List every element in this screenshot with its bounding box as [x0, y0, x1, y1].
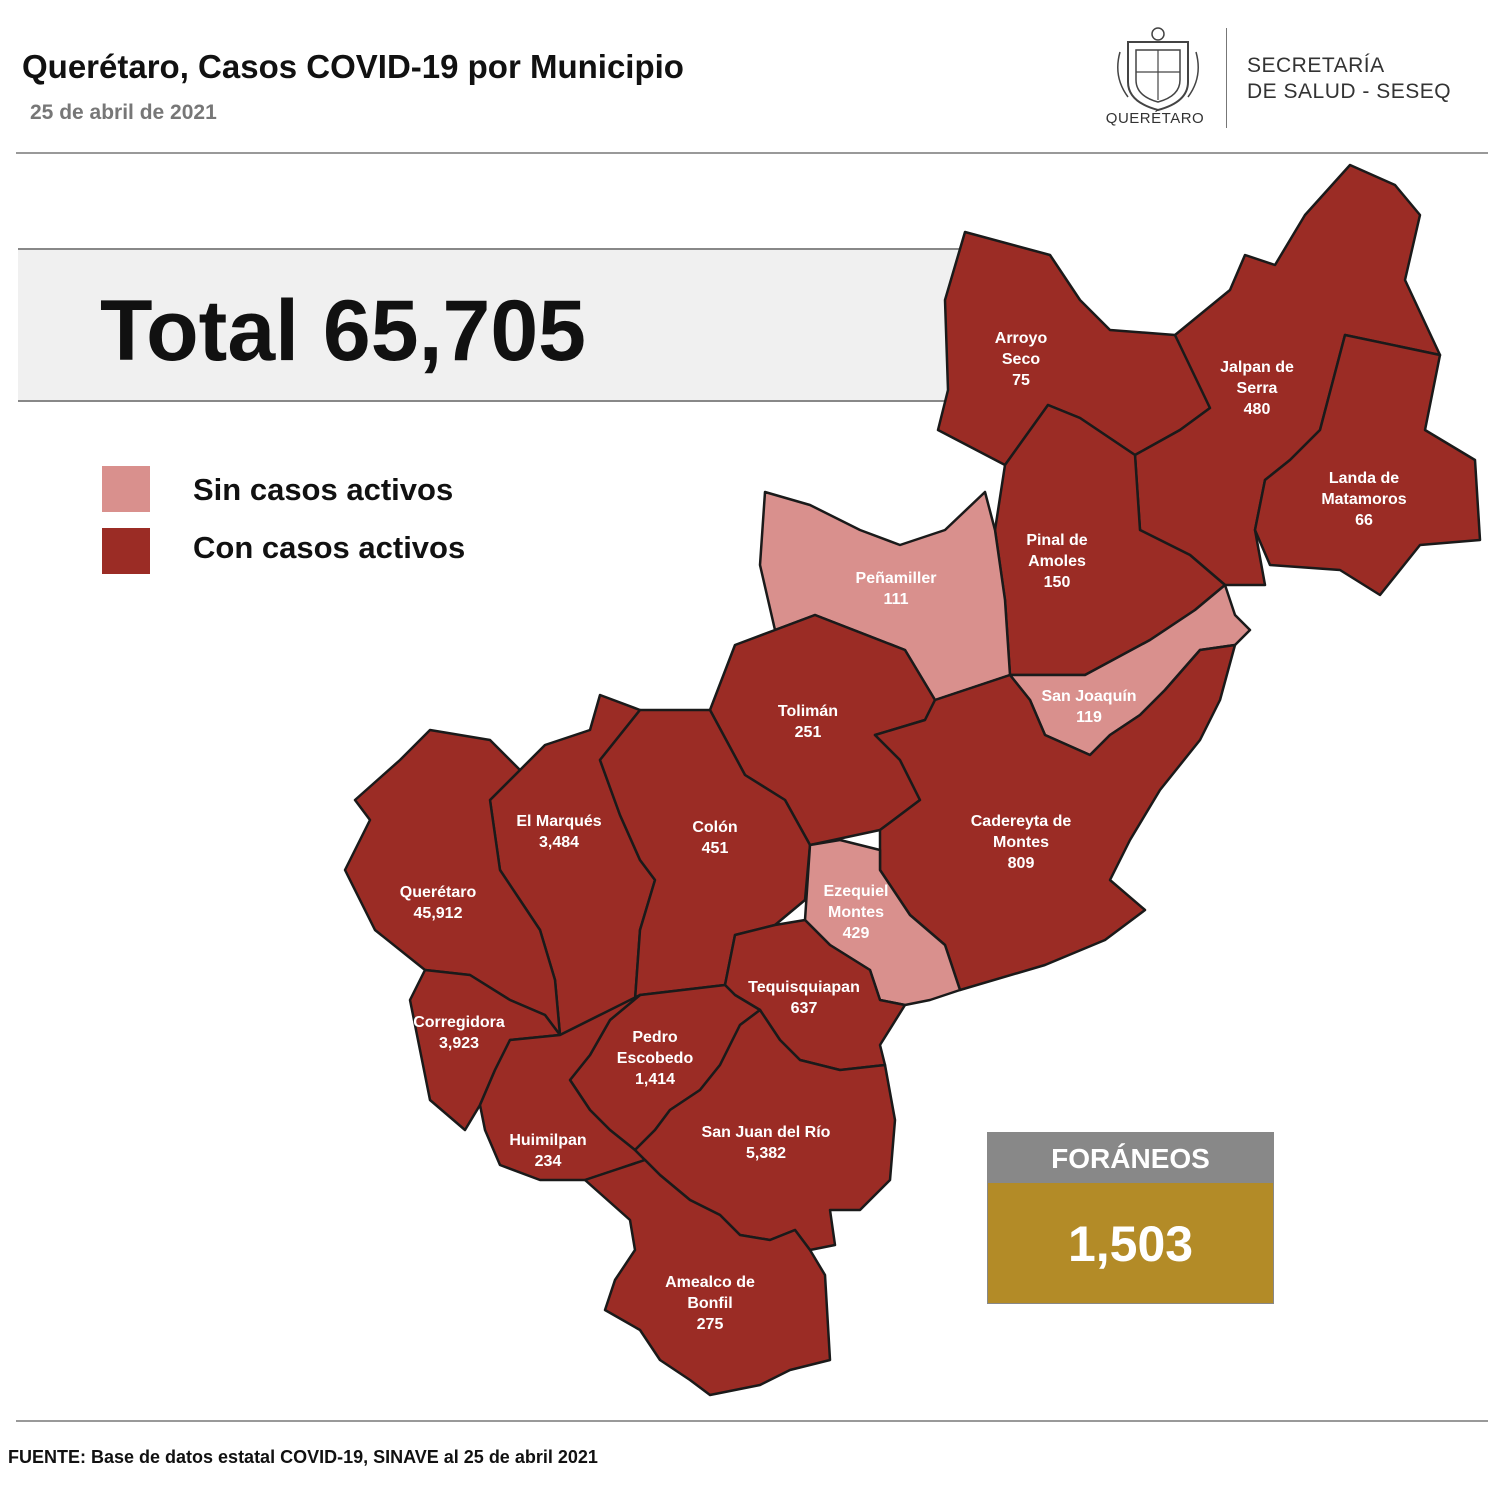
region-cadereyta-de-montes[interactable]	[873, 643, 1237, 992]
region-cases: 111	[884, 591, 909, 608]
region-label: Tolimán 251	[778, 703, 838, 741]
region-label: Pedro Escobedo 1,414	[617, 1029, 694, 1088]
region-name: Matamoros	[1321, 491, 1406, 508]
legend-swatch-inactive	[102, 466, 150, 512]
region-label: Cadereyta de Montes 809	[971, 813, 1072, 872]
region-name: Querétaro	[400, 884, 477, 901]
region-label: Corregidora 3,923	[413, 1014, 505, 1052]
region-name: Pedro	[632, 1029, 678, 1046]
region-cases: 1,414	[635, 1071, 675, 1088]
agency-line-2: DE SALUD - SESEQ	[1247, 80, 1452, 103]
source-note: FUENTE: Base de datos estatal COVID-19, …	[8, 1447, 598, 1467]
state-coat-of-arms-icon	[1117, 27, 1199, 112]
region-label: Jalpan de Serra 480	[1220, 359, 1294, 418]
total-band	[18, 248, 1018, 402]
footer-rule	[16, 1420, 1488, 1422]
region-cases: 429	[843, 925, 870, 942]
region-cases: 251	[795, 724, 822, 741]
region-label: Amealco de Bonfil 275	[665, 1274, 755, 1333]
agency-line-1: SECRETARÍA	[1247, 54, 1385, 77]
region-cases: 3,484	[539, 834, 579, 851]
region-label: Peñamiller 111	[856, 570, 937, 608]
region-label: San Joaquín 119	[1041, 688, 1136, 726]
region-label: San Juan del Río 5,382	[702, 1124, 831, 1162]
header-rule	[16, 152, 1488, 154]
legend-swatch-active	[102, 528, 150, 574]
logo-caption: QUERÉTARO	[1105, 110, 1205, 127]
region-name: Pinal de	[1026, 532, 1087, 549]
region-cases: 3,923	[439, 1035, 479, 1052]
region-name: Montes	[828, 904, 884, 921]
region-name: Montes	[993, 834, 1049, 851]
region-name: Arroyo	[995, 330, 1048, 347]
region-label: Arroyo Seco 75	[995, 330, 1048, 389]
foraneos-value: 1,503	[988, 1183, 1273, 1303]
region-name: Corregidora	[413, 1014, 505, 1031]
region-name: San Juan del Río	[702, 1124, 831, 1141]
legend-label-active: Con casos activos	[193, 530, 466, 565]
region-label: Huimilpan 234	[509, 1132, 586, 1170]
region-name: Landa de	[1329, 470, 1399, 487]
region-cases: 150	[1044, 574, 1071, 591]
legend-label-inactive: Sin casos activos	[193, 472, 454, 507]
region-name: San Joaquín	[1041, 688, 1136, 705]
region-landa-de-matamoros[interactable]	[1253, 333, 1482, 597]
region-cases: 5,382	[746, 1145, 786, 1162]
region-cases: 809	[1008, 855, 1035, 872]
region-name: Serra	[1237, 380, 1278, 397]
region-name: Jalpan de	[1220, 359, 1294, 376]
total-cases: Total 65,705	[100, 283, 586, 379]
region-name: Bonfil	[687, 1295, 732, 1312]
region-label: Querétaro 45,912	[400, 884, 477, 922]
region-name: Tequisquiapan	[748, 979, 860, 996]
region-name: Colón	[692, 819, 737, 836]
region-name: Ezequiel	[824, 883, 889, 900]
report-date: 25 de abril de 2021	[30, 101, 217, 124]
foraneos-label: FORÁNEOS	[988, 1133, 1273, 1183]
region-name: Escobedo	[617, 1050, 694, 1067]
region-name: Amoles	[1028, 553, 1086, 570]
page-title: Querétaro, Casos COVID-19 por Municipio	[22, 48, 684, 85]
region-cases: 75	[1012, 372, 1030, 389]
region-cases: 234	[535, 1153, 562, 1170]
region-cases: 275	[697, 1316, 724, 1333]
region-label: Ezequiel Montes 429	[824, 883, 889, 942]
region-label: Tequisquiapan 637	[748, 979, 860, 1017]
region-label: Pinal de Amoles 150	[1026, 532, 1087, 591]
region-name: Huimilpan	[509, 1132, 586, 1149]
agency-name: SECRETARÍA DE SALUD - SESEQ	[1247, 53, 1451, 105]
region-cases: 451	[702, 840, 729, 857]
region-cases: 45,912	[414, 905, 463, 922]
region-amealco-de-bonfil[interactable]	[583, 1158, 832, 1397]
region-cases: 119	[1076, 709, 1102, 726]
region-label: Colón 451	[692, 819, 737, 857]
region-name: Peñamiller	[856, 570, 937, 587]
region-name: Tolimán	[778, 703, 838, 720]
region-cases: 480	[1244, 401, 1271, 418]
foraneos-box: FORÁNEOS 1,503	[987, 1132, 1274, 1304]
region-name: Cadereyta de	[971, 813, 1072, 830]
header-divider	[1226, 28, 1227, 128]
region-label: El Marqués 3,484	[516, 813, 601, 851]
region-label: Landa de Matamoros 66	[1321, 470, 1406, 529]
region-name: El Marqués	[516, 813, 601, 830]
region-cases: 66	[1355, 512, 1373, 529]
region-cases: 637	[791, 1000, 818, 1017]
region-name: Amealco de	[665, 1274, 755, 1291]
region-name: Seco	[1002, 351, 1040, 368]
